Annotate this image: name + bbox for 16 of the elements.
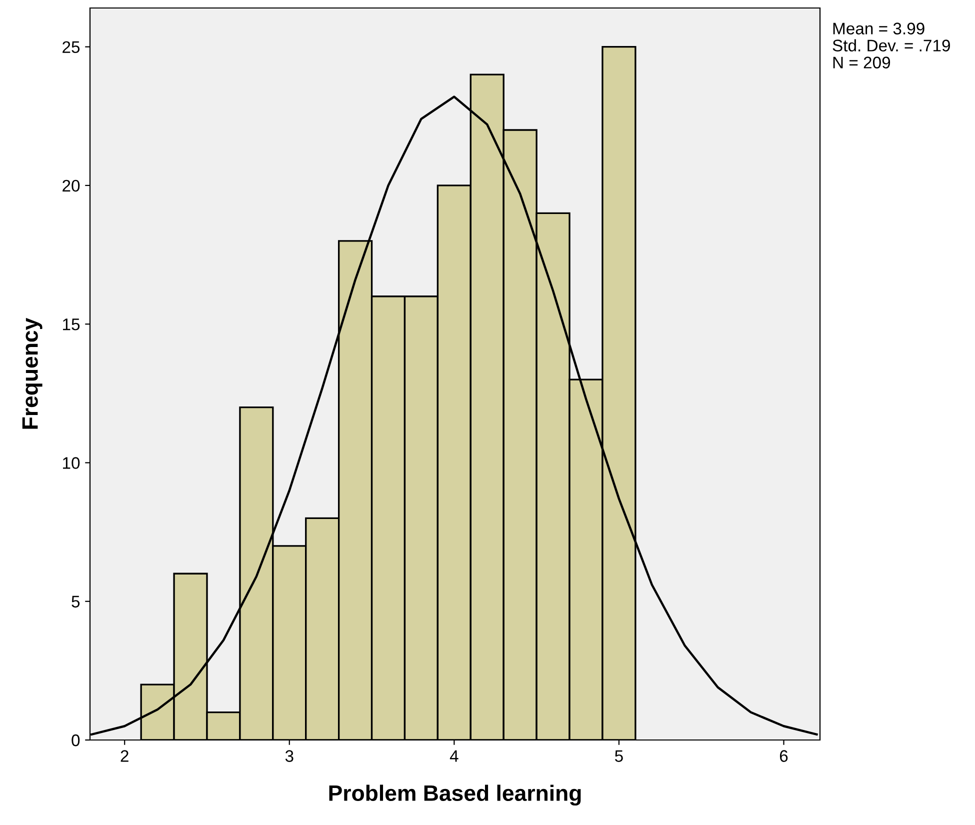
text: Std. Dev. = .719 <box>832 39 950 52</box>
y-tick-label: 0 <box>72 734 80 746</box>
x-tick-label: 2 <box>120 750 128 762</box>
y-tick-label: 15 <box>63 318 80 330</box>
y-tick-label: 5 <box>72 596 80 608</box>
x-tick-label: 3 <box>285 750 294 762</box>
y-tick-label: 20 <box>62 180 80 192</box>
x-tick-label: 6 <box>780 750 788 762</box>
y-tick-label: 10 <box>63 457 80 469</box>
y-tick-label: 25 <box>62 41 80 54</box>
x-tick-label: 5 <box>614 750 623 762</box>
text: Mean = 3.99 <box>833 22 924 34</box>
text: N = 209 <box>833 56 890 68</box>
x-tick-label: 4 <box>450 750 458 762</box>
x-axis-title: Problem Based learning <box>329 784 581 806</box>
y-axis-title: Frequency <box>22 318 42 429</box>
